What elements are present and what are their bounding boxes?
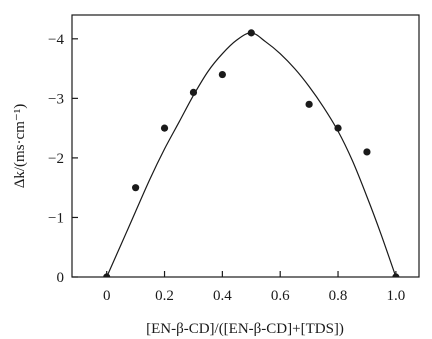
y-tick-label: −4 [48,32,64,48]
x-tick-label: 0.8 [329,288,348,304]
y-tick-label: −3 [48,91,64,107]
data-point [103,273,111,277]
data-point [334,124,342,132]
data-point [132,184,140,192]
x-tick-label: 0.6 [271,288,290,304]
data-point [247,29,255,37]
data-point [363,148,371,156]
x-tick-label: 0 [103,288,111,304]
y-axis: 0 −1 −2 −3 −4 [48,32,78,286]
data-point [218,70,226,79]
x-tick-label: 1.0 [386,288,405,304]
x-axis-title: [EN-β-CD]/([EN-β-CD]+[TDS]) [146,321,344,337]
x-tick-label: 0.4 [213,288,232,304]
data-point [305,100,313,108]
data-point [189,88,198,97]
x-axis: 0 0.2 0.4 0.6 0.8 1.0 [103,271,405,304]
x-tick-label: 0.2 [155,288,174,304]
plot-frame [71,14,420,278]
data-point [160,124,169,132]
data-point [392,273,400,277]
y-tick-label: −1 [48,210,64,226]
y-axis-title: Δk/(ms·cm⁻¹) [12,104,28,189]
y-tick-label: −2 [48,151,64,167]
y-tick-label: 0 [57,270,65,286]
fitted-curve [106,32,397,278]
data-points [103,29,400,277]
